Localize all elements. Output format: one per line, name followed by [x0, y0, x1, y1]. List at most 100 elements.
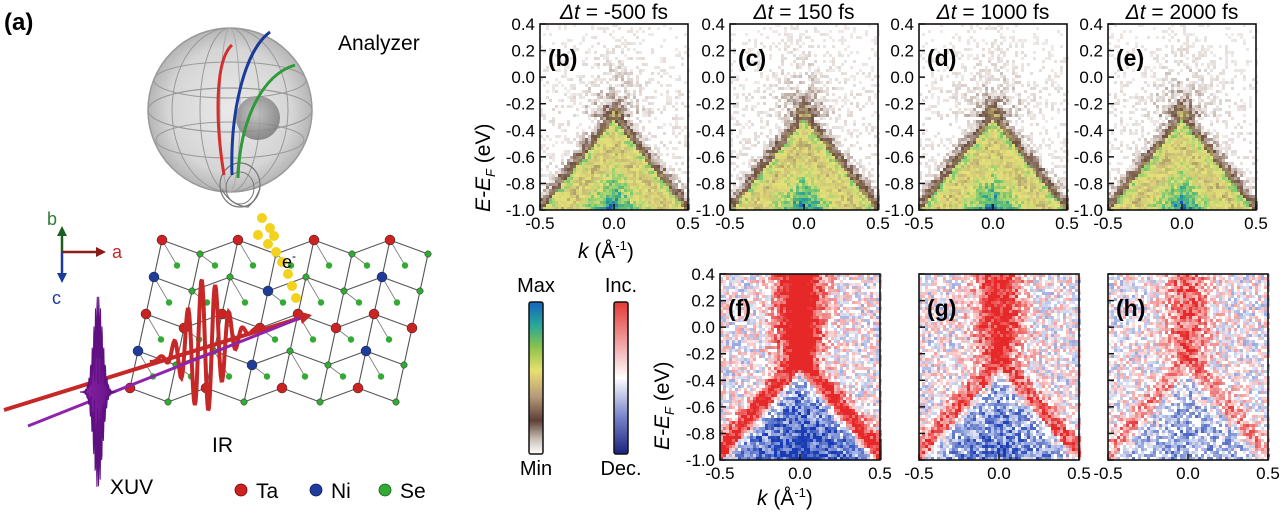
- panel-d-ytick: 0.2: [890, 42, 914, 61]
- lattice-atom-ta: [406, 322, 418, 334]
- panel-d-xtick: 0.5: [1055, 214, 1079, 233]
- panel-b-ytick: -0.2: [506, 95, 535, 114]
- photoelectrons: [253, 213, 301, 303]
- analyzer-label: Analyzer: [338, 32, 420, 55]
- legend-se-label: Se: [400, 480, 426, 503]
- panel-b-xtick: 0.5: [676, 214, 700, 233]
- panel-f-xtick: 0.0: [788, 464, 812, 483]
- panel-d-ytick: -0.8: [885, 174, 914, 193]
- panel-e-ytick: 0.0: [1079, 68, 1103, 87]
- lattice-atom-ta: [330, 322, 342, 334]
- lattice-atom-se: [377, 373, 385, 380]
- panel-e-image: [1108, 24, 1258, 210]
- analyzer-sphere: [147, 27, 313, 208]
- panel-g-image: [919, 274, 1081, 460]
- panel-f-label: (f): [728, 295, 751, 321]
- lattice-atom-ta: [140, 308, 152, 320]
- xuv-beam: [27, 296, 301, 487]
- panel-h: -0.5 0.0 0.5 (h): [1093, 273, 1280, 483]
- crystal-lattice: [124, 234, 432, 406]
- lattice-atom-se: [393, 299, 401, 306]
- lattice-atom-ta: [232, 234, 244, 246]
- top-xlabel: k (Å-1): [578, 238, 634, 263]
- panel-b-xtick: 0.0: [602, 214, 626, 233]
- lattice-atom-ta: [308, 234, 320, 246]
- panel-d-label: (d): [927, 45, 956, 71]
- panel-c-xtick: 0.5: [866, 214, 890, 233]
- lattice-atom-ni: [246, 359, 258, 371]
- panel-c-ytick: 0.2: [701, 42, 725, 61]
- lattice-atom-ni: [360, 345, 372, 357]
- panel-g-xtick: 0.5: [1067, 464, 1091, 483]
- panel-c-ytick: -0.4: [696, 121, 725, 140]
- panel-d-ytick: 0.0: [890, 68, 914, 87]
- axis-a-label: a: [112, 242, 123, 262]
- panel-f-ytick: -0.8: [686, 424, 715, 443]
- top-row-arpes: 0.40.20.0-0.2-0.4-0.6-0.8-1.0-0.5 0.0 0.5(…: [506, 1, 1268, 233]
- panel-d-xtick: 0.0: [981, 214, 1005, 233]
- panel-f-ytick: 0.0: [691, 318, 715, 337]
- lattice-atom-se: [339, 373, 347, 380]
- panel-d-ytick: -1.0: [885, 201, 914, 220]
- xuv-label: XUV: [110, 476, 153, 499]
- panel-e-xtick: -0.5: [1093, 214, 1122, 233]
- lattice-atom-se: [249, 262, 257, 269]
- panel-f-ytick: -0.6: [686, 398, 715, 417]
- panel-d: 0.4 0.2 0.0 -0.2 -0.4 -0.6 -0.8 -1.0-0.5 0.0 0.5 (…: [885, 15, 1079, 233]
- colorbar-intensity: [528, 301, 544, 455]
- lattice-atom-ni: [148, 271, 160, 283]
- panel-e-label: (e): [1116, 45, 1144, 71]
- panel-c-ytick: 0.4: [701, 15, 725, 34]
- lattice-atom-se: [424, 250, 432, 258]
- colorbar-difference-inc: Inc.: [605, 275, 637, 297]
- lattice-atom-se: [240, 398, 248, 406]
- panel-d-ytick: -0.6: [885, 148, 914, 167]
- panel-e-ytick: -0.8: [1074, 174, 1103, 193]
- bottom-xlabel: k (Å-1): [757, 485, 813, 510]
- panel-d-ytick: 0.4: [890, 15, 914, 34]
- electron-label: e-: [282, 249, 296, 272]
- lattice-atom-se: [401, 262, 409, 269]
- delay-title-c: Δt = 150 fs: [752, 1, 854, 24]
- legend-ni-label: Ni: [331, 480, 351, 503]
- lattice-atom-se: [316, 398, 324, 406]
- panel-h-image: [1108, 274, 1270, 460]
- panel-h-xtick: 0.5: [1256, 464, 1280, 483]
- lattice-atom-se: [188, 287, 196, 295]
- lattice-atom-ta: [368, 308, 380, 320]
- panel-c: 0.4 0.2 0.0 -0.2 -0.4 -0.6 -0.8 -1.0-0.5 0.0 0.5 (…: [696, 15, 890, 233]
- panel-c-xtick: 0.0: [792, 214, 816, 233]
- panel-b-ytick: -0.6: [506, 148, 535, 167]
- lattice-atom-se: [157, 336, 165, 343]
- lattice-atom-se: [263, 373, 271, 380]
- panel-c-ytick: -0.6: [696, 148, 725, 167]
- lattice-atom-se: [287, 262, 295, 269]
- lattice-atom-se: [363, 262, 371, 269]
- colorbar-difference: [613, 301, 629, 455]
- panel-d-xtick: -0.5: [904, 214, 933, 233]
- panel-g-xtick: 0.0: [987, 464, 1011, 483]
- legend-se-marker: [378, 483, 392, 497]
- panel-d-image: [919, 24, 1069, 210]
- panel-b-ytick: 0.0: [511, 68, 535, 87]
- panel-b-ytick: -1.0: [506, 201, 535, 220]
- panel-e-ytick: 0.4: [1079, 15, 1103, 34]
- legend-ta-marker: [234, 483, 248, 497]
- lattice-atom-se: [385, 336, 393, 343]
- lattice-atom-se: [165, 299, 173, 306]
- panel-h-xtick: -0.5: [1093, 464, 1122, 483]
- colorbars: Max Min Inc. Dec.: [517, 275, 641, 480]
- lattice-atom-se: [325, 262, 333, 269]
- lattice-atom-se: [324, 361, 332, 369]
- panel-b-xtick: -0.5: [525, 214, 554, 233]
- panel-a: (a) Analyzer b a: [3, 9, 432, 503]
- panel-b-ytick: -0.8: [506, 174, 535, 193]
- delay-title-e: Δt = 2000 fs: [1125, 1, 1239, 24]
- panel-e-ytick: -0.4: [1074, 121, 1103, 140]
- panel-f-ytick: -0.4: [686, 371, 715, 390]
- lattice-atom-se: [416, 287, 424, 295]
- lattice-atom-se: [302, 273, 310, 281]
- panel-c-ytick: -1.0: [696, 201, 725, 220]
- delay-title-d: Δt = 1000 fs: [936, 1, 1050, 24]
- lattice-atom-se: [317, 299, 325, 306]
